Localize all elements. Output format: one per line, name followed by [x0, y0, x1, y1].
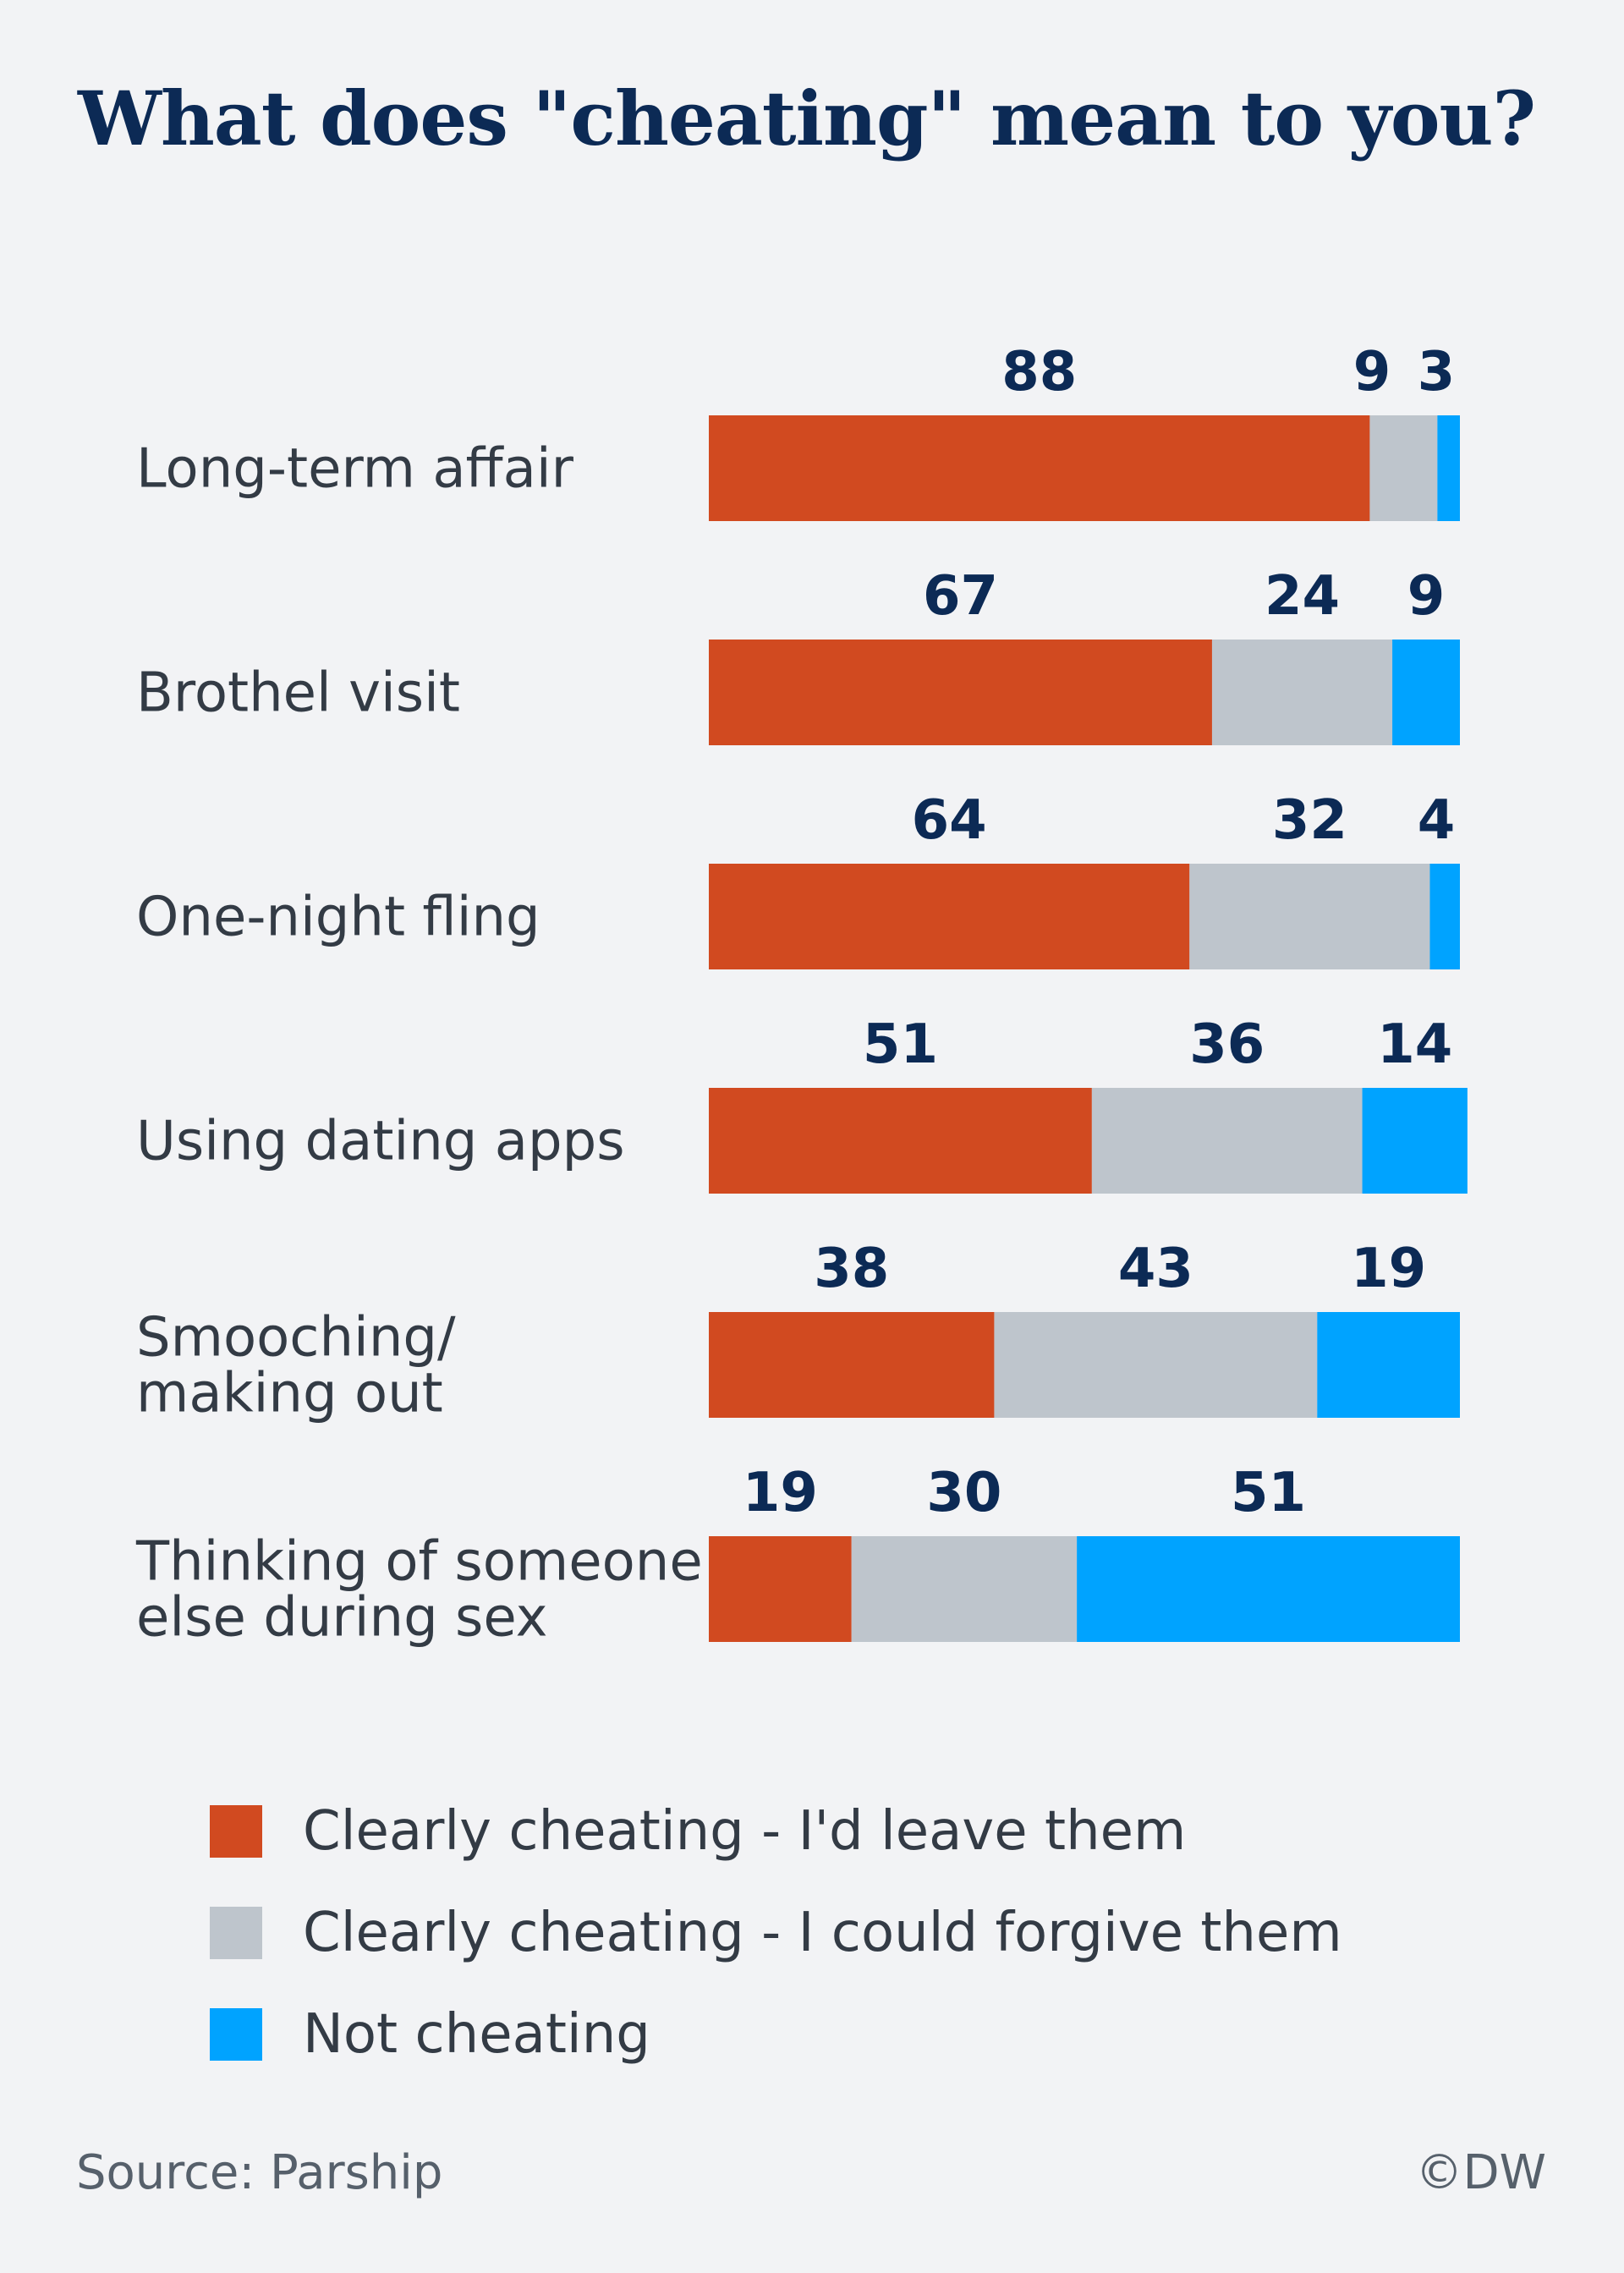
value-label: 43	[1118, 1238, 1193, 1300]
value-label: 88	[1001, 341, 1077, 404]
category-label: Brothel visit	[136, 662, 460, 725]
legend-item: Clearly cheating - I'd leave them	[210, 1781, 1342, 1882]
value-label: 14	[1377, 1013, 1452, 1076]
value-label: 4	[1418, 789, 1456, 852]
bar-segment	[994, 1312, 1318, 1418]
value-label: 64	[912, 789, 987, 852]
bar-segment	[709, 1312, 995, 1418]
legend-swatch	[210, 1805, 262, 1858]
chart-title: What does "cheating" mean to you?	[78, 74, 1536, 162]
legend-label: Not cheating	[303, 2003, 650, 2066]
legend-item: Not cheating	[210, 1984, 1342, 2085]
bar-segment	[709, 864, 1190, 969]
legend: Clearly cheating - I'd leave them Clearly…	[210, 1781, 1342, 2085]
bar-segment	[1392, 640, 1460, 745]
legend-swatch	[210, 2008, 262, 2061]
bar-segment	[709, 1536, 852, 1642]
value-label: 19	[1351, 1238, 1426, 1300]
bar-segment	[709, 640, 1212, 745]
category-label: Long-term affair	[136, 438, 574, 501]
category-label: Smooching/making out	[136, 1307, 456, 1425]
bar-segment	[1429, 864, 1460, 969]
bar-segment	[1437, 415, 1460, 521]
credit-note: ©DW	[1415, 2145, 1547, 2200]
value-label: 19	[743, 1462, 818, 1524]
bar-segment	[1369, 415, 1438, 521]
bar-segment	[1211, 640, 1393, 745]
value-label: 3	[1418, 341, 1456, 404]
bar-segment	[1362, 1088, 1468, 1194]
value-label: 38	[814, 1238, 889, 1300]
value-label: 51	[1231, 1462, 1306, 1524]
value-label: 24	[1265, 565, 1340, 628]
bar-segment	[709, 415, 1370, 521]
legend-label: Clearly cheating - I'd leave them	[303, 1800, 1187, 1863]
bar-segment	[1189, 864, 1430, 969]
bar-segment	[709, 1088, 1092, 1194]
bar-segment	[1091, 1088, 1363, 1194]
bar-segment	[851, 1536, 1078, 1642]
legend-item: Clearly cheating - I could forgive them	[210, 1882, 1342, 1984]
value-label: 32	[1272, 789, 1347, 852]
source-note: Source: Parship	[76, 2145, 443, 2200]
category-label: Using dating apps	[136, 1111, 625, 1173]
value-label: 30	[926, 1462, 1001, 1524]
value-label: 9	[1407, 565, 1446, 628]
value-label: 67	[923, 565, 998, 628]
value-label: 36	[1189, 1013, 1265, 1076]
value-label: 51	[863, 1013, 938, 1076]
category-label: Thinking of someone else during sex	[135, 1531, 703, 1650]
legend-label: Clearly cheating - I could forgive them	[303, 1902, 1342, 1964]
bar-segment	[1077, 1536, 1460, 1642]
bar-segment	[1317, 1312, 1460, 1418]
legend-swatch	[210, 1907, 262, 1959]
value-label: 9	[1353, 341, 1391, 404]
category-label: One-night fling	[136, 887, 540, 949]
